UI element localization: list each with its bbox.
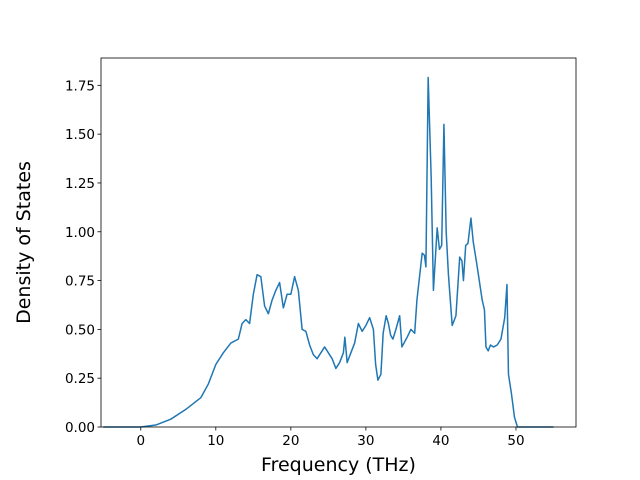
y-tick-label: 1.75 (65, 78, 95, 94)
y-tick-label: 1.50 (65, 127, 95, 143)
y-tick-label: 0.50 (65, 322, 95, 338)
x-tick-label: 0 (136, 433, 145, 449)
y-tick-label: 0.25 (65, 371, 95, 387)
line (103, 76, 554, 428)
x-tick-label: 10 (207, 433, 224, 449)
y-axis-label: Density of States (13, 161, 35, 324)
x-tick-label: 50 (507, 433, 524, 449)
x-axis-label: Frequency (THz) (261, 454, 416, 476)
x-tick-label: 40 (432, 433, 449, 449)
y-tick-label: 1.00 (65, 225, 95, 241)
x-tick-label: 30 (357, 433, 374, 449)
plot-frame (100, 57, 577, 428)
y-tick-label: 1.25 (65, 176, 95, 192)
y-tick-label: 0.75 (65, 274, 95, 290)
y-tick-label: 0.00 (65, 420, 95, 436)
x-tick-label: 20 (282, 433, 299, 449)
